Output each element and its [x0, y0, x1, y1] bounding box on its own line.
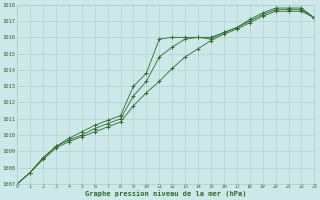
X-axis label: Graphe pression niveau de la mer (hPa): Graphe pression niveau de la mer (hPa) — [85, 190, 246, 197]
